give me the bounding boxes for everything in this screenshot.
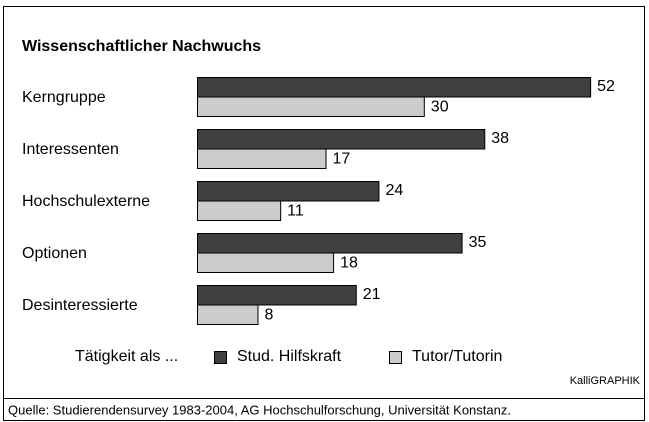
bar: [197, 96, 425, 117]
bar: [197, 148, 327, 169]
legend-label: Tutor/Tutorin: [412, 348, 502, 365]
frame: [3, 6, 645, 421]
value-label: 30: [431, 99, 449, 116]
bar: [197, 233, 463, 254]
bar: [197, 304, 259, 325]
legend-label: Stud. Hilfskraft: [237, 348, 342, 365]
category-label: Desinteressierte: [22, 297, 138, 314]
legend-swatch: [389, 351, 402, 364]
bar: [197, 77, 592, 98]
category-label: Interessenten: [22, 141, 119, 158]
legend-swatch: [214, 351, 227, 364]
credit: KalliGRAPHIK: [570, 375, 641, 387]
category-label: Kerngruppe: [22, 89, 106, 106]
bar: [197, 200, 282, 221]
bar: [197, 129, 486, 150]
source: Quelle: Studierendensurvey 1983-2004, AG…: [8, 402, 511, 417]
category-label: Optionen: [22, 245, 87, 262]
value-label: 52: [597, 78, 615, 95]
category-label: Hochschulexterne: [22, 193, 150, 210]
value-label: 17: [333, 151, 351, 168]
value-label: 18: [340, 255, 358, 272]
value-label: 8: [264, 307, 273, 324]
value-label: 24: [385, 182, 403, 199]
value-label: 11: [287, 203, 304, 220]
bar: [197, 181, 380, 202]
value-label: 35: [469, 234, 487, 251]
bar: [197, 285, 357, 306]
chart-title: Wissenschaftlicher Nachwuchs: [22, 38, 261, 55]
legend-title: Tätigkeit als ...: [75, 348, 178, 365]
value-label: 21: [363, 286, 381, 303]
bar: [197, 252, 335, 273]
value-label: 38: [491, 130, 509, 147]
